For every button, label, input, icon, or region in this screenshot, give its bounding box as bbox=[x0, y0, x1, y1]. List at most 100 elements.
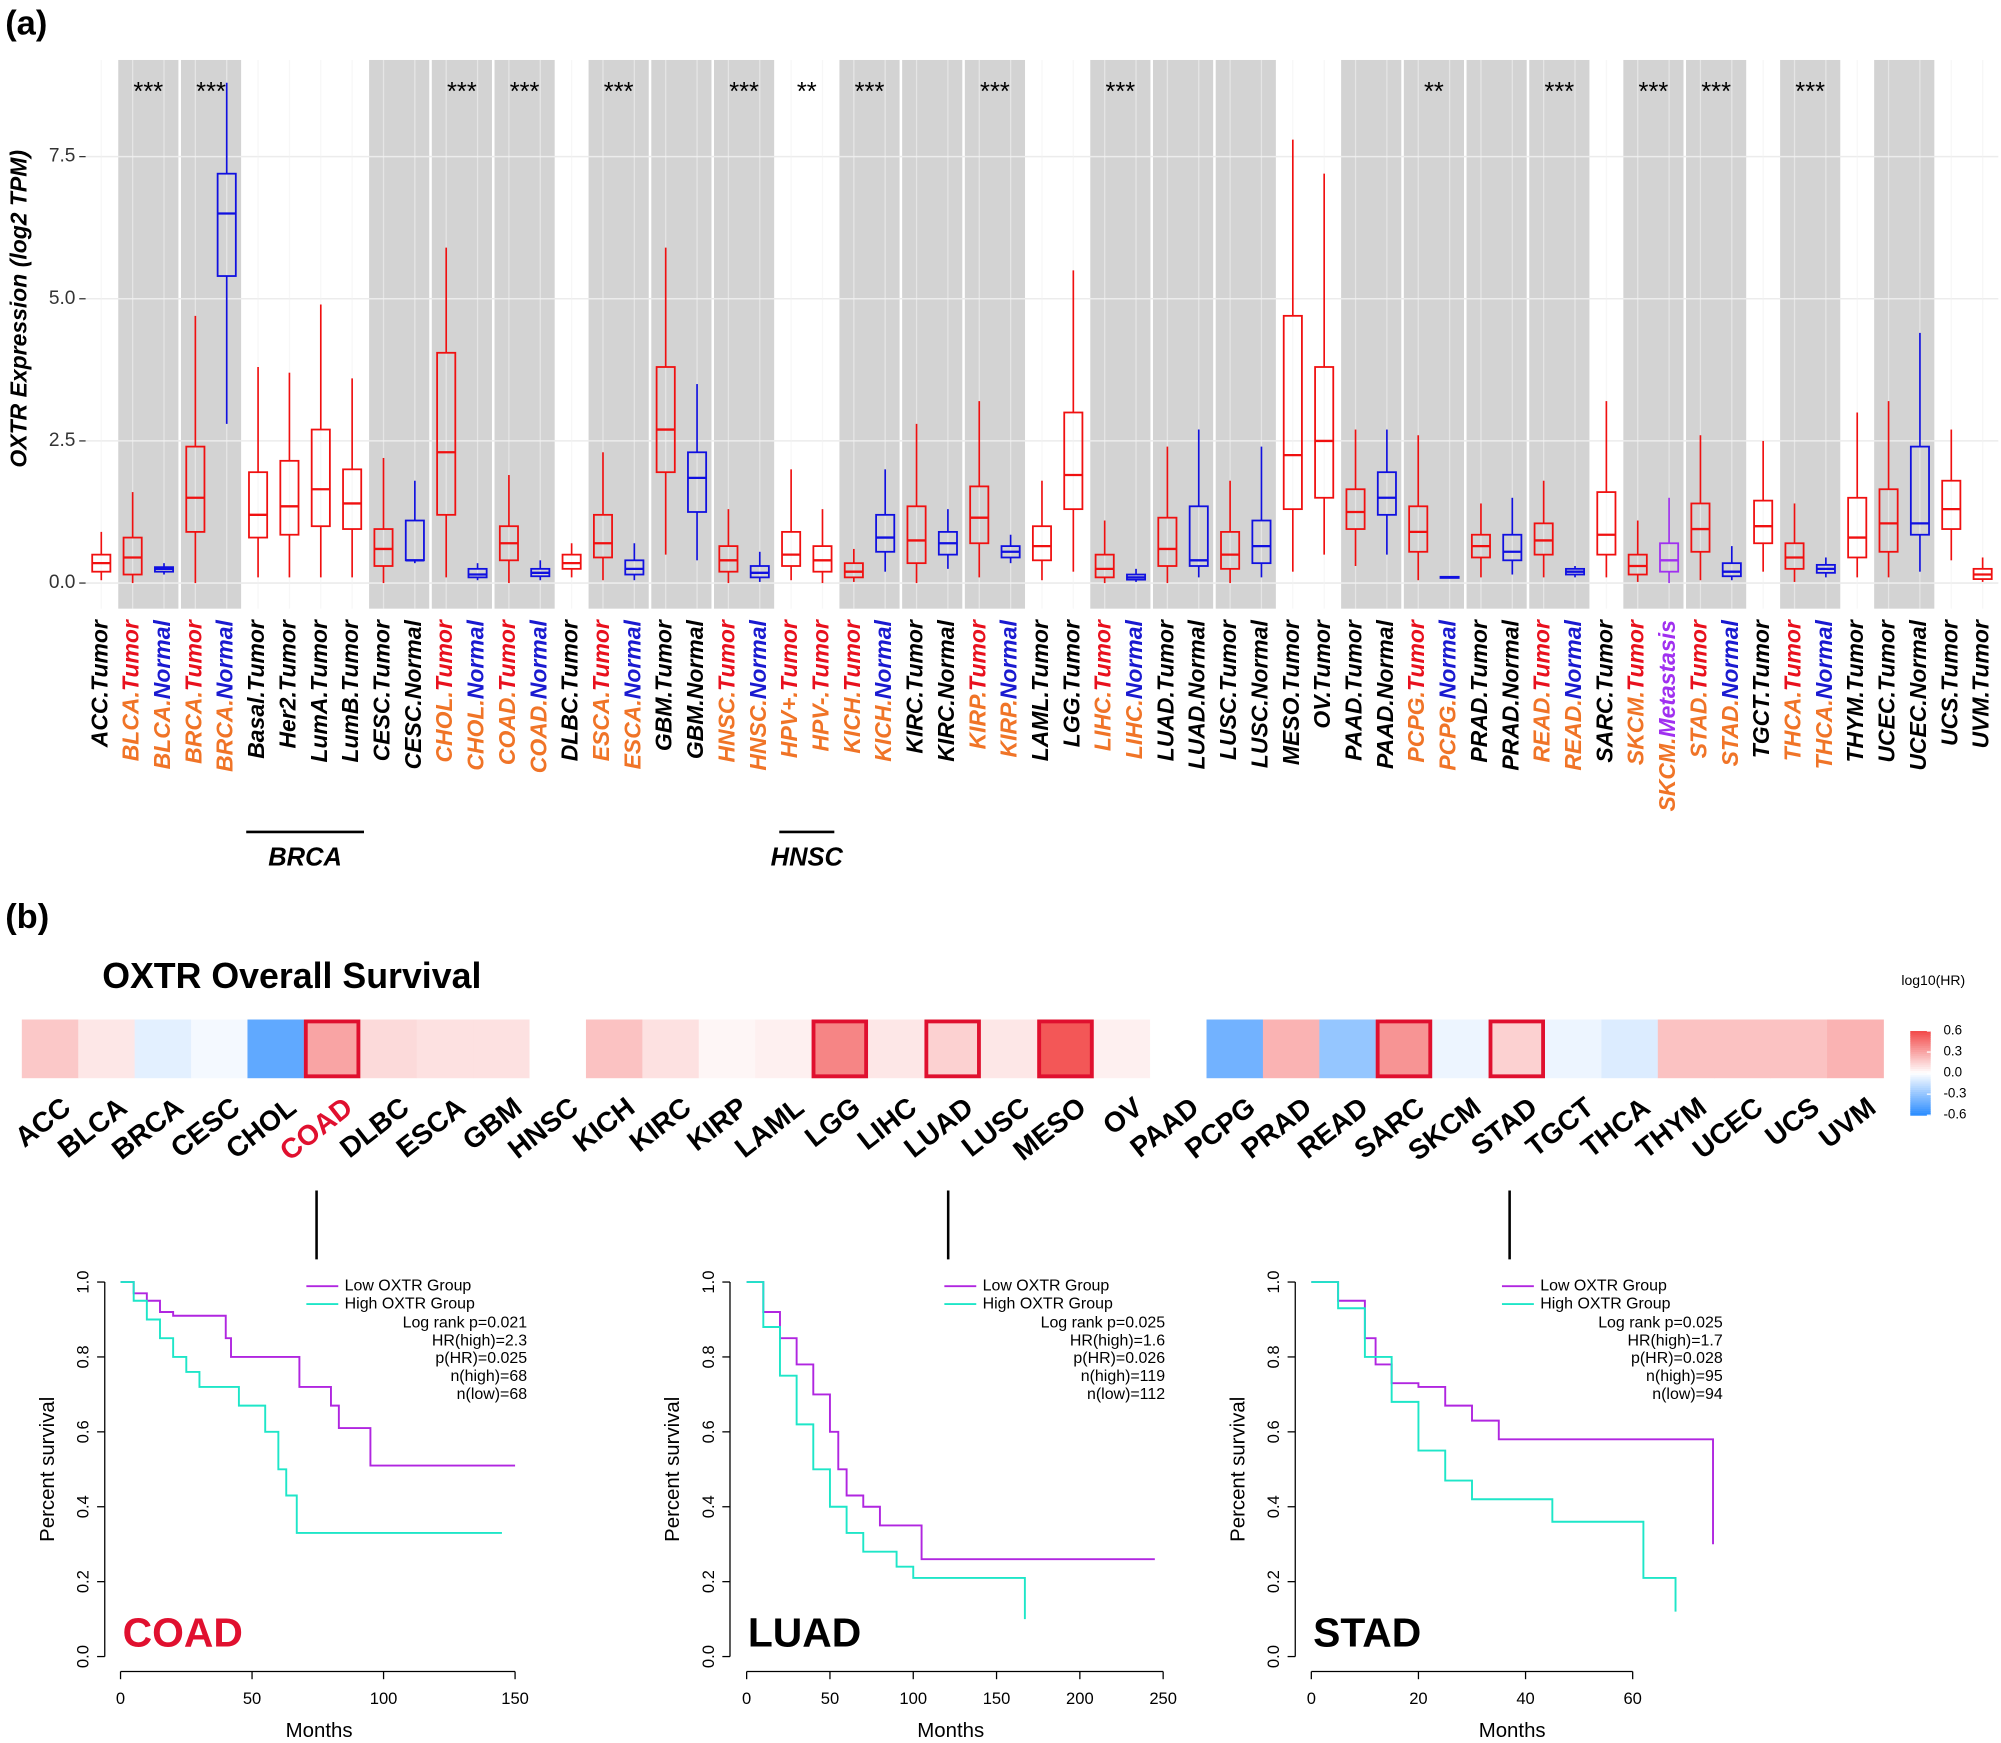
box bbox=[1282, 314, 1303, 511]
annotation: n(high)=95 bbox=[1646, 1368, 1723, 1385]
y-tick-label: 0.8 bbox=[74, 1345, 93, 1368]
significance: *** bbox=[604, 78, 634, 106]
x-tick-label: HNSC.Normal bbox=[745, 620, 771, 771]
box bbox=[843, 562, 864, 579]
group-band bbox=[651, 59, 712, 609]
colorbar-tick-label: 0.6 bbox=[1943, 1023, 1962, 1038]
annotation: Log rank p=0.025 bbox=[1598, 1314, 1723, 1331]
y-tick-label: 1.0 bbox=[74, 1271, 93, 1294]
x-axis-label: Months bbox=[917, 1720, 984, 1742]
box bbox=[1094, 553, 1115, 579]
colorbar-step bbox=[1910, 1060, 1931, 1064]
significance: *** bbox=[1639, 78, 1669, 106]
annotation: n(low)=68 bbox=[457, 1386, 528, 1403]
x-tick-label: ACC.Tumor bbox=[86, 619, 112, 748]
x-tick-label: LUSC.Tumor bbox=[1215, 619, 1241, 760]
annotation: HR(high)=2.3 bbox=[432, 1332, 527, 1349]
heat-cell bbox=[698, 1019, 756, 1079]
colorbar-step bbox=[1910, 1058, 1931, 1061]
colorbar-tick-label: -0.6 bbox=[1943, 1107, 1966, 1122]
colorbar-tick-label: 0.3 bbox=[1943, 1044, 1962, 1059]
legend-label: High OXTR Group bbox=[1540, 1295, 1670, 1312]
significance: *** bbox=[1701, 78, 1731, 106]
x-tick-label: THCA.Normal bbox=[1811, 620, 1837, 770]
legend-label: High OXTR Group bbox=[983, 1295, 1113, 1312]
x-tick-label: PRAD.Tumor bbox=[1466, 619, 1492, 762]
box bbox=[718, 545, 739, 573]
x-tick-label: LumB.Tumor bbox=[337, 619, 363, 762]
box bbox=[1376, 471, 1397, 516]
heat-cell bbox=[1432, 1019, 1489, 1079]
x-tick-label: LIHC.Normal bbox=[1121, 620, 1147, 760]
x-tick-label: 0 bbox=[116, 1689, 125, 1708]
y-tick-label: 0.4 bbox=[74, 1495, 93, 1518]
heat-cell bbox=[1319, 1019, 1377, 1079]
significance: ** bbox=[1424, 78, 1444, 106]
heat-cell bbox=[1375, 1019, 1433, 1079]
y-axis-label: Percent survival bbox=[662, 1397, 684, 1542]
significant-cell bbox=[303, 1019, 361, 1079]
box bbox=[687, 451, 708, 513]
heat-cell bbox=[1601, 1019, 1659, 1079]
x-tick-label: 150 bbox=[983, 1689, 1011, 1708]
group-label: BRCA bbox=[268, 843, 342, 871]
annotation: HR(high)=1.7 bbox=[1627, 1332, 1722, 1349]
colorbar-step bbox=[1910, 1111, 1931, 1114]
annotation: n(high)=119 bbox=[1081, 1368, 1165, 1385]
heat-cell bbox=[529, 1019, 587, 1079]
y-tick-label: 0.6 bbox=[1264, 1420, 1283, 1443]
survival-curve bbox=[1311, 1281, 1714, 1545]
heat-cell bbox=[1037, 1019, 1095, 1079]
significance: *** bbox=[980, 78, 1010, 106]
colorbar-step bbox=[1910, 1113, 1931, 1116]
colorbar-step bbox=[1910, 1079, 1931, 1083]
colorbar-step bbox=[1910, 1098, 1931, 1101]
panel-label: (b) bbox=[5, 898, 49, 936]
x-tick-label: 200 bbox=[1066, 1689, 1094, 1708]
y-tick-label: 0.0 bbox=[74, 1645, 93, 1668]
group-band bbox=[1090, 59, 1151, 609]
box bbox=[1941, 479, 1962, 530]
colorbar-step bbox=[1910, 1106, 1931, 1110]
chart-title: OXTR Overall Survival bbox=[102, 956, 481, 996]
heat-cell bbox=[191, 1019, 248, 1079]
heat-cell bbox=[134, 1019, 192, 1079]
panel-tag: LUAD bbox=[748, 1610, 861, 1656]
x-tick-label: 20 bbox=[1409, 1689, 1427, 1708]
box bbox=[1847, 496, 1868, 559]
group-band bbox=[180, 59, 242, 609]
x-tick-label: UCS.Tumor bbox=[1936, 619, 1962, 746]
x-tick-label: LGG.Tumor bbox=[1058, 619, 1084, 747]
x-tick-label: THYM.Tumor bbox=[1842, 619, 1868, 762]
y-tick-label: 1.0 bbox=[699, 1271, 718, 1294]
group-band bbox=[964, 59, 1026, 609]
annotation: p(HR)=0.028 bbox=[1631, 1350, 1723, 1367]
group-band bbox=[1341, 59, 1402, 609]
heat-cell bbox=[1657, 1019, 1715, 1079]
x-tick-label: 50 bbox=[243, 1689, 261, 1708]
survival-curve bbox=[746, 1281, 1026, 1620]
x-tick-label: KIRC.Tumor bbox=[902, 619, 928, 754]
box bbox=[781, 530, 802, 567]
x-tick-label: CESC.Tumor bbox=[369, 619, 395, 761]
box bbox=[436, 351, 457, 516]
colorbar-tick-label: 0.0 bbox=[1943, 1065, 1962, 1080]
x-tick-label: 50 bbox=[821, 1689, 839, 1708]
heat-cell bbox=[1488, 1019, 1546, 1079]
box bbox=[1659, 542, 1680, 573]
legend-label: High OXTR Group bbox=[345, 1295, 475, 1312]
y-axis-label: Percent survival bbox=[37, 1397, 59, 1542]
x-tick-label: ESCA.Normal bbox=[619, 620, 645, 770]
heat-cell bbox=[1206, 1019, 1264, 1079]
significance: ** bbox=[797, 78, 817, 106]
x-tick-label: LAML.Tumor bbox=[1027, 619, 1053, 761]
box bbox=[1502, 533, 1523, 562]
box bbox=[1345, 488, 1366, 530]
group-band bbox=[902, 59, 963, 609]
panel-label: (a) bbox=[5, 5, 47, 43]
box bbox=[593, 513, 613, 559]
y-tick-label: 0.2 bbox=[1264, 1570, 1283, 1593]
colorbar-step bbox=[1910, 1035, 1931, 1038]
significant-cell bbox=[811, 1019, 869, 1079]
box bbox=[561, 553, 582, 570]
